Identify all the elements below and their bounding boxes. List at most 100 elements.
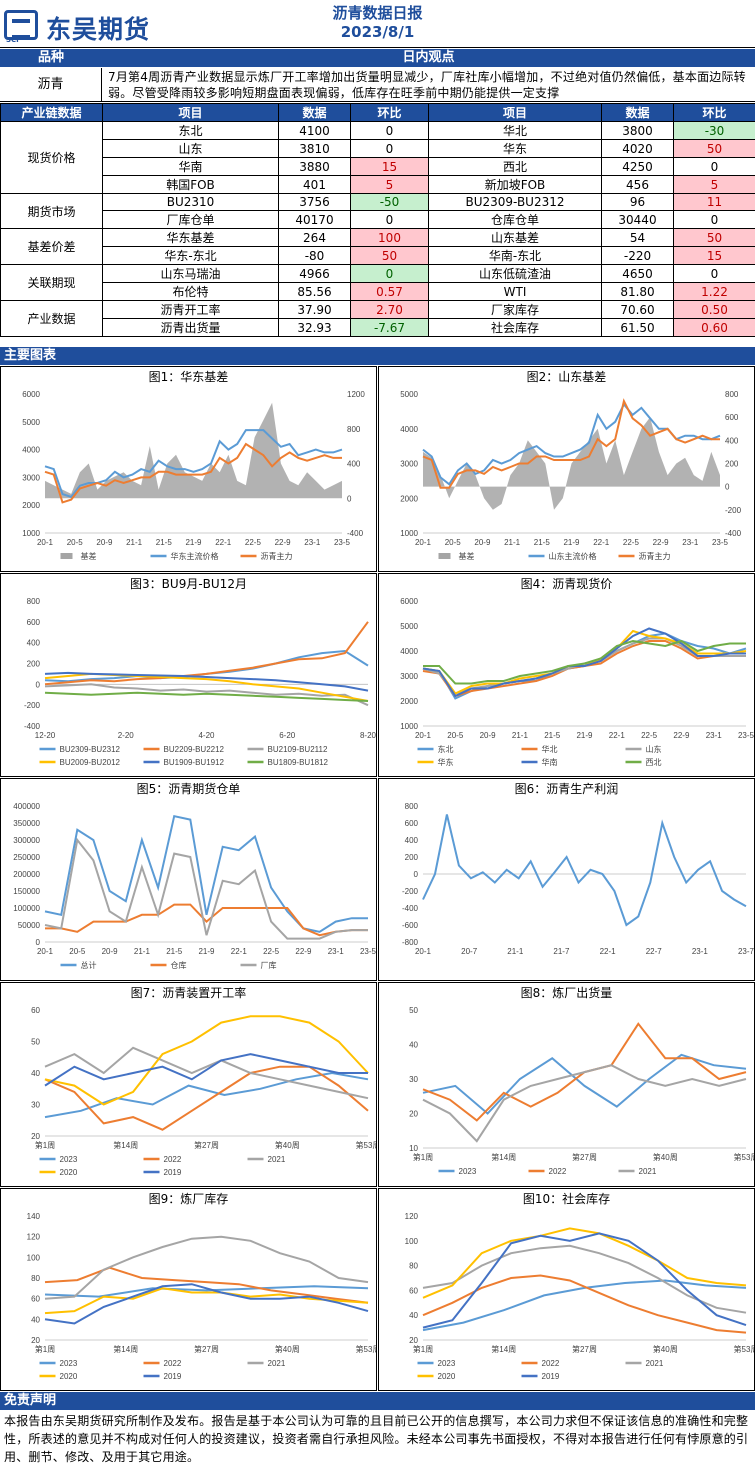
x-tick-label: 第14周 xyxy=(491,1152,516,1162)
chart-panel: 图9：炼厂库存 140 120 100 80 60 40 20 第1周 第14周 第27周 第40周 第… xyxy=(0,1188,377,1391)
x-tick-label: 第1周 xyxy=(413,1344,433,1354)
item-cell: 韩国FOB xyxy=(102,175,279,194)
y-tick-label: 60 xyxy=(31,1295,40,1304)
x-tick-label: 23-5 xyxy=(738,731,754,740)
x-tick-label: 第40周 xyxy=(653,1344,678,1354)
value-cell: -220 xyxy=(601,246,674,265)
x-tick-label: 20-1 xyxy=(415,947,432,956)
series-line xyxy=(44,671,369,692)
x-tick-label: 2-20 xyxy=(118,731,135,740)
y-tick-label: 50 xyxy=(31,1038,40,1047)
x-tick-label: 22-5 xyxy=(623,538,640,547)
x-tick-label: 21-1 xyxy=(512,731,529,740)
x-tick-label: 20-1 xyxy=(37,947,54,956)
x-tick-label: 23-1 xyxy=(692,947,709,956)
y-tick-label: 200 xyxy=(27,660,41,669)
series-line xyxy=(44,1285,369,1298)
value-cell: 32.93 xyxy=(278,318,351,337)
value-cell: 85.56 xyxy=(278,282,351,301)
y-tick-label: 800 xyxy=(405,802,419,811)
table-row: 华东-东北 -80 50 华南-东北 -220 15 xyxy=(1,246,755,265)
chart-panel: 图3：BU9月-BU12月 800 600 400 200 0 -200 -400 12-20 2… xyxy=(0,573,377,777)
x-tick-label: 21-5 xyxy=(544,731,561,740)
x-tick-label: 第1周 xyxy=(35,1140,55,1150)
item-cell: 华东基差 xyxy=(102,228,279,247)
legend-label: 2023 xyxy=(438,1359,456,1368)
x-tick-label: 21-1 xyxy=(126,538,143,547)
y-tick-label: 5000 xyxy=(22,418,40,427)
legend-label: 沥青主力 xyxy=(639,551,671,561)
y-tick-label: 300000 xyxy=(13,836,40,845)
y-tick-label: 50 xyxy=(409,1006,418,1015)
x-tick-label: 20-7 xyxy=(461,947,478,956)
series-line xyxy=(44,1235,369,1300)
y-tick-label: 4000 xyxy=(400,425,418,434)
series-line xyxy=(44,683,369,707)
y2-tick-label: -200 xyxy=(725,506,742,515)
x-tick-label: 23-5 xyxy=(334,538,351,547)
table-row: 韩国FOB 401 5 新加坡FOB 456 5 xyxy=(1,175,755,194)
change-cell: 15 xyxy=(673,246,755,265)
chart-panel: 图4：沥青现货价 6000 5000 4000 3000 2000 1000 20-1 20-5… xyxy=(378,573,755,777)
x-tick-label: 21-1 xyxy=(134,947,151,956)
legend-label: 2021 xyxy=(639,1167,657,1176)
chart-title: 图3：BU9月-BU12月 xyxy=(130,577,247,591)
x-tick-label: 20-5 xyxy=(69,947,86,956)
table-header-cell: 项目 xyxy=(102,103,279,122)
change-cell: 5 xyxy=(673,175,755,194)
x-tick-label: 第53周 xyxy=(356,1344,376,1354)
x-tick-label: 第14周 xyxy=(491,1344,516,1354)
y-tick-label: 6000 xyxy=(400,597,418,606)
y-tick-label: 20 xyxy=(31,1336,40,1345)
x-tick-label: 22-7 xyxy=(646,947,663,956)
y-tick-label: -200 xyxy=(402,887,419,896)
x-tick-label: 第53周 xyxy=(734,1344,754,1354)
item-cell: 山东低硫渣油 xyxy=(428,264,602,283)
chart-svg: 60005000400030002000100012008004000-4002… xyxy=(22,390,365,561)
legend-label: 基差 xyxy=(81,551,97,561)
x-tick-label: 22-9 xyxy=(653,538,670,547)
y-tick-label: 2000 xyxy=(400,494,418,503)
legend-label: 厂库 xyxy=(261,960,277,970)
item-cell: 沥青出货量 xyxy=(102,318,279,337)
y-tick-label: 6000 xyxy=(22,390,40,399)
legend-label: BU2309-BU2312 xyxy=(60,745,121,754)
value-cell: 3756 xyxy=(278,193,351,211)
x-tick-label: 23-5 xyxy=(712,538,729,547)
series-line xyxy=(44,1266,369,1304)
legend-label: 山东 xyxy=(646,744,662,754)
y-tick-label: 200 xyxy=(405,853,419,862)
value-cell: 81.80 xyxy=(601,282,674,301)
x-tick-label: 20-9 xyxy=(474,538,491,547)
x-tick-label: 23-1 xyxy=(304,538,321,547)
series-line xyxy=(44,1053,368,1087)
series-line xyxy=(44,691,369,702)
x-tick-label: 第53周 xyxy=(356,1140,376,1150)
company-logo: 东吴期货 SCF xyxy=(4,8,174,44)
y-tick-label: 3000 xyxy=(400,672,418,681)
series-line xyxy=(422,1279,747,1332)
y-tick-label: 4000 xyxy=(22,446,40,455)
value-cell: 3810 xyxy=(278,139,351,158)
series-line xyxy=(44,1046,369,1100)
y-tick-label: 1000 xyxy=(400,529,418,538)
change-cell: 0.50 xyxy=(673,300,755,319)
x-tick-label: 20-5 xyxy=(445,538,462,547)
table-row: 基差价差 华东基差 264 100 山东基差 54 50 xyxy=(0,228,755,265)
y2-tick-label: -400 xyxy=(725,529,742,538)
y2-tick-label: -400 xyxy=(347,529,364,538)
value-cell: 30440 xyxy=(601,210,674,229)
change-cell: 0 xyxy=(350,210,429,229)
value-cell: 61.50 xyxy=(601,318,674,337)
x-tick-label: 22-9 xyxy=(275,538,292,547)
legend-label: BU1809-BU1812 xyxy=(268,758,329,767)
change-cell: 50 xyxy=(350,246,429,265)
chart-panel: 图1：华东基差 6000 5000 4000 3000 2000 1000 1200 800 40… xyxy=(0,366,377,572)
change-cell: 100 xyxy=(350,228,429,247)
item-cell: 华北 xyxy=(428,121,602,140)
item-cell: 仓库仓单 xyxy=(428,210,602,229)
value-cell: 4020 xyxy=(601,139,674,158)
